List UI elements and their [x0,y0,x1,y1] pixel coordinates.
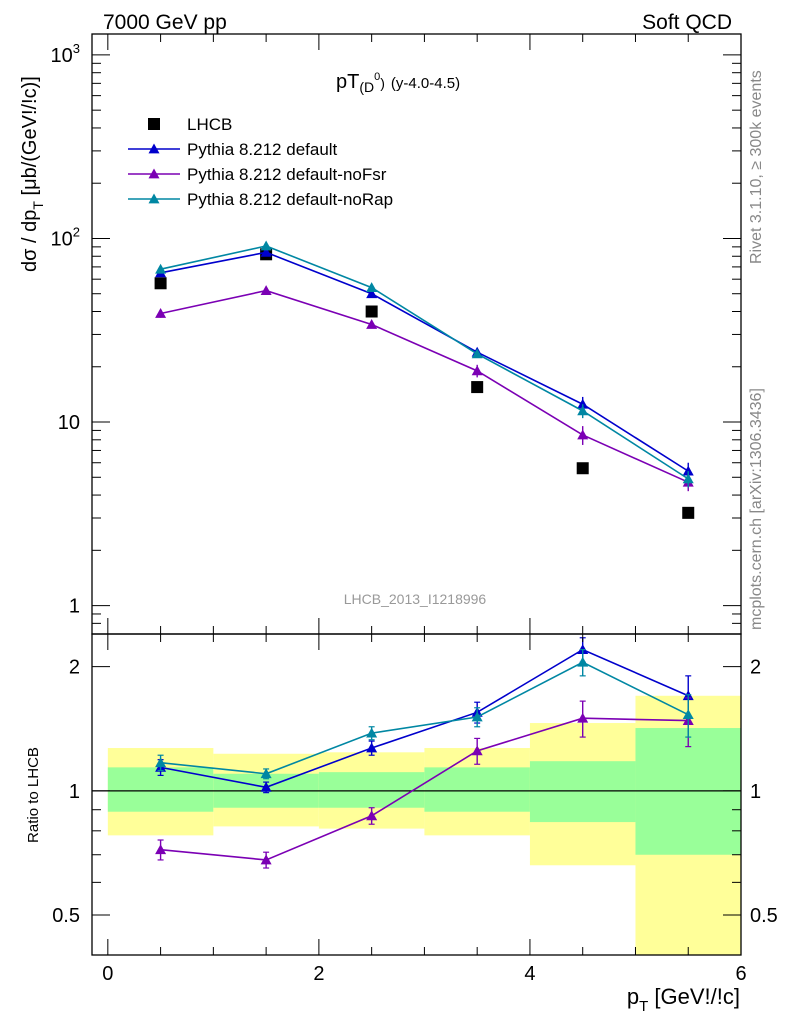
main-marker-s2-4 [577,429,589,440]
main-line-series-3 [160,245,689,480]
ratio-ytick-label-right-1: 1 [750,781,761,803]
ratio-ytick-label-left-1: 1 [69,781,80,803]
legend-label-1: Pythia 8.212 default [187,140,338,159]
main-marker-s3-5 [682,473,694,484]
ratio-marker-s2-0 [155,757,167,768]
x-tick-label-3: 6 [735,963,746,985]
main-marker-s3-0 [155,263,167,274]
main-marker-s2-3 [471,365,483,376]
header-left: 7000 GeV pp [103,11,227,34]
main-y-axis-label: dσ / dpT [μb/(GeV!/!c)] [19,76,46,272]
green-band-4 [529,761,636,823]
main-marker-s1-2 [366,288,378,299]
x-axis-label: pT [GeV!/!c] [627,984,740,1015]
legend-label-2: Pythia 8.212 default-noFsr [187,165,387,184]
legend-label-0: LHCB [187,115,232,134]
ratio-marker-s0-2 [366,742,378,753]
main-series-layer [154,240,695,519]
ratio-series-layer [155,637,694,869]
main-ytick-exponent-3: 3 [73,41,80,56]
legend-marker-1 [148,143,160,154]
ratio-ytick-label-right-2: 2 [750,657,761,679]
ratio-line-series-1 [160,717,689,861]
main-marker-s1-5 [682,465,694,476]
ratio-ytick-label-left-0: 0.5 [52,905,80,927]
main-marker-s1-1 [260,246,272,257]
ratio-line-series-2 [160,661,689,775]
plot-title: pT(D0) (y-4.0-4.5) [336,71,460,95]
main-marker-s2-0 [155,308,167,318]
lhcb-point-4 [576,462,589,475]
ratio-marker-s2-5 [682,709,694,720]
ratio-ytick-label-right-0: 0.5 [750,905,778,927]
ratio-marker-s2-4 [577,656,589,667]
green-band-2 [318,772,425,808]
main-marker-s2-1 [260,285,272,295]
main-marker-s2-2 [366,318,378,329]
ratio-plot-frame [91,633,742,956]
ratio-marker-s2-1 [260,768,272,779]
main-marker-s1-4 [577,398,589,409]
lhcb-point-0 [154,277,167,290]
ratio-y-axis-label: Ratio to LHCB [25,747,42,843]
analysis-watermark: LHCB_2013_I1218996 [344,591,487,607]
rivet-note: Rivet 3.1.10, ≥ 300k events [748,70,765,264]
lhcb-point-2 [365,305,378,318]
legend-marker-3 [148,193,160,204]
main-ytick-exponent-2: 2 [73,224,80,239]
main-ytick-label-1: 10 [58,412,80,434]
ratio-marker-s1-4 [577,712,589,723]
legend-marker-2 [148,168,160,179]
ratio-marker-s1-0 [155,844,167,855]
main-ytick-label-0: 1 [69,596,80,618]
main-line-series-1 [160,251,689,472]
main-marker-s3-2 [366,282,378,292]
lhcb-point-5 [682,506,695,519]
x-tick-label-2: 4 [524,963,535,985]
main-line-series-2 [160,289,689,483]
ratio-marker-s1-3 [471,745,483,756]
mcplots-note: mcplots.cern.ch [arXiv:1306.3436] [748,388,765,630]
x-tick-label-0: 0 [102,963,113,985]
green-band-3 [424,767,530,812]
ratio-ytick-label-left-2: 2 [69,657,80,679]
ratio-marker-s1-2 [366,810,378,821]
main-marker-s3-3 [471,348,483,359]
lhcb-point-3 [471,381,484,394]
legend-label-3: Pythia 8.212 default-noRap [187,190,393,209]
header-right: Soft QCD [642,11,732,34]
ratio-marker-s2-3 [471,711,483,722]
ratio-marker-s0-1 [260,781,272,792]
main-marker-s3-1 [260,240,272,251]
main-ytick-label-2: 102 [51,224,80,250]
main-ytick-label-3: 103 [51,41,80,67]
ratio-line-series-0 [160,648,689,789]
ratio-marker-s2-2 [366,727,378,738]
ratio-marker-s1-1 [260,854,272,865]
axis-ticks: 0 2 4 6 1 10 102 103 0.5 0.5 1 1 2 2 [51,34,778,985]
ratio-uncertainty-bands [107,695,741,955]
main-marker-s3-4 [577,405,589,416]
x-tick-label-1: 2 [313,963,324,985]
legend: LHCB Pythia 8.212 default Pythia 8.212 def… [128,115,393,209]
legend-marker-lhcb [148,118,160,130]
